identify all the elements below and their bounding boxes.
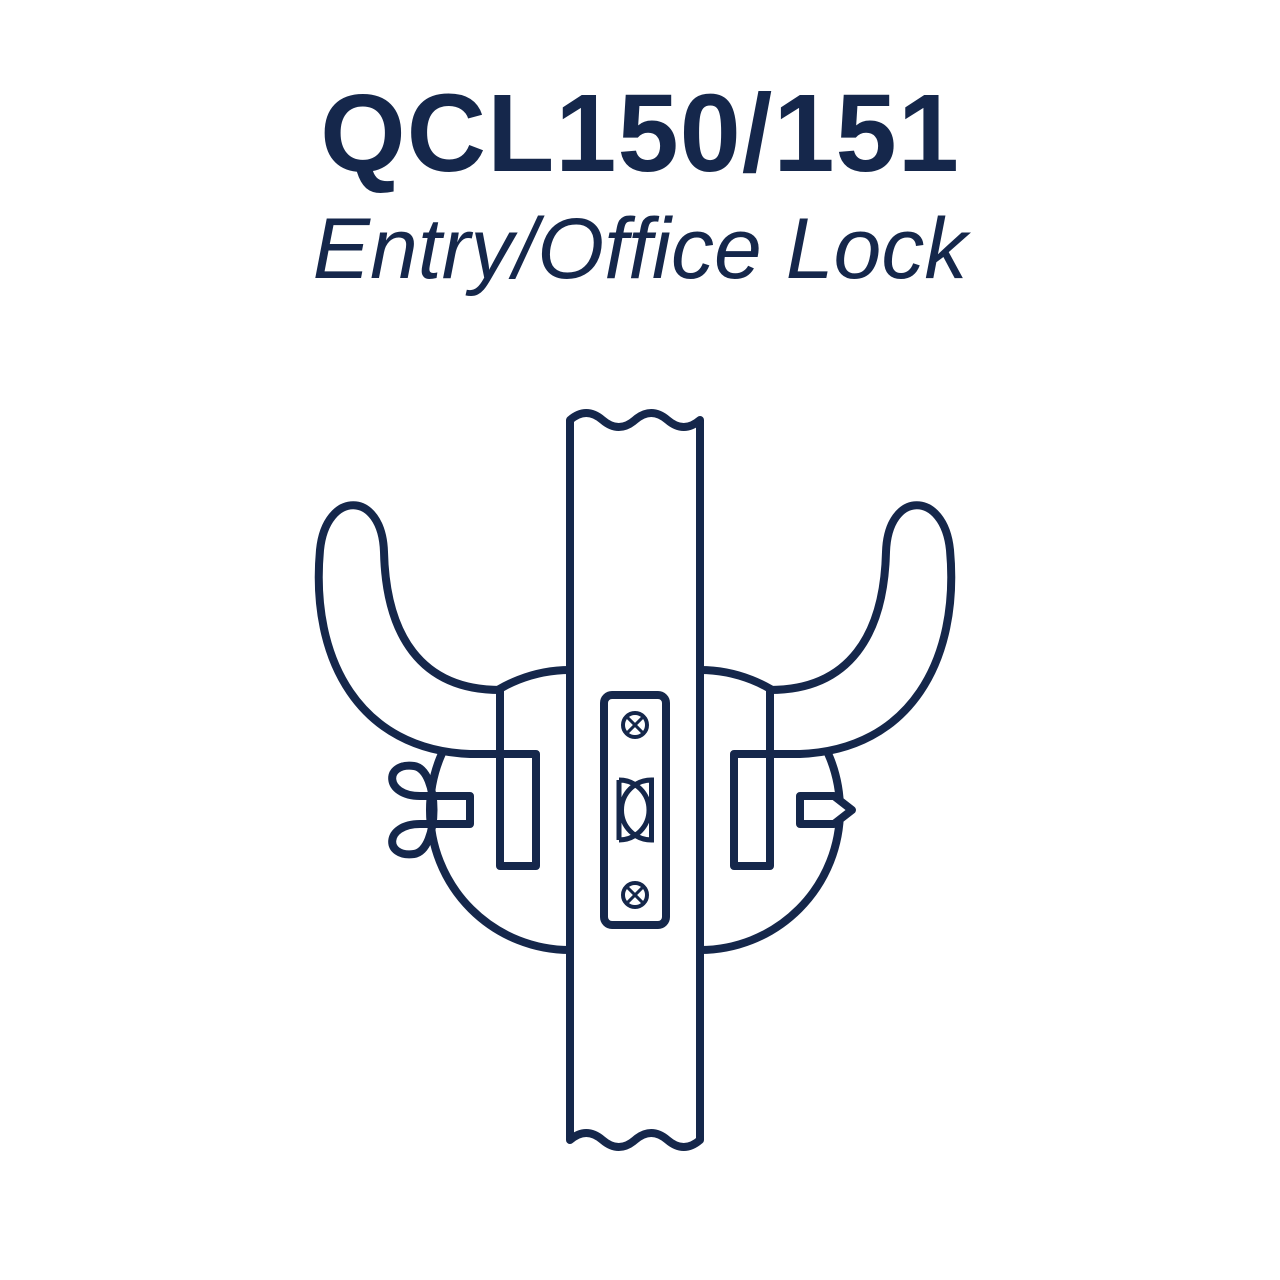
lock-line-drawing	[200, 380, 1080, 1180]
lock-diagram	[200, 380, 1080, 1180]
page: QCL150/151 Entry/Office Lock	[0, 0, 1280, 1280]
product-model-title: QCL150/151	[0, 70, 1280, 197]
product-function-subtitle: Entry/Office Lock	[0, 200, 1280, 299]
